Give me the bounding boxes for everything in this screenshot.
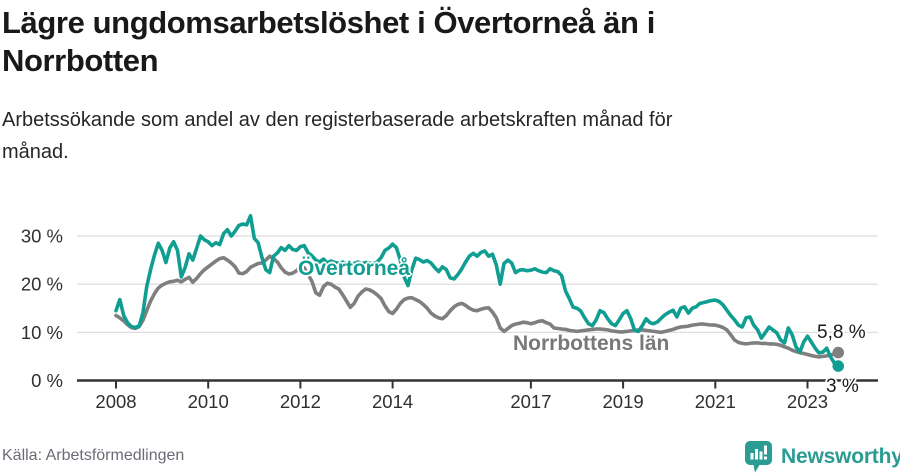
- y-tick-label: 20 %: [21, 274, 63, 295]
- bar-1: [750, 453, 754, 460]
- bar-2: [755, 449, 758, 460]
- x-tick-label: 2019: [603, 391, 644, 412]
- title-line-1: Lägre ungdomsarbetslöshet i Övertorneå ä…: [2, 5, 655, 40]
- end-value-label-overtornea: 3 %: [826, 376, 859, 397]
- y-tick-label: 0 %: [31, 370, 63, 391]
- series-end-dot--vertorne-: [832, 360, 845, 372]
- chart-subtitle: Arbetssökande som andel av den registerb…: [2, 104, 852, 168]
- end-value-label-norrbotten: 5,8 %: [817, 322, 866, 343]
- title-line-2: Norrbotten: [2, 43, 159, 78]
- x-tick-label: 2023: [787, 391, 828, 412]
- series-line--vertorne-: [114, 214, 841, 368]
- series-label-overtornea: Övertorneå: [298, 257, 411, 280]
- series-line-norrbottens-l-n: [114, 254, 841, 359]
- newsworthy-bubble-chart-icon: [745, 441, 772, 473]
- newsworthy-logo: Newsworthy: [744, 440, 900, 474]
- series-label-norrbottens-lan: Norrbottens län: [513, 332, 670, 355]
- x-tick-label: 2010: [188, 391, 229, 412]
- x-tick-label: 2017: [510, 391, 551, 412]
- bubble-pin-shape: [745, 441, 772, 473]
- y-tick-label: 10 %: [21, 322, 63, 343]
- source-attribution: Källa: Arbetsförmedlingen: [2, 447, 185, 464]
- series-end-dot-norrbottens-l-n: [832, 346, 845, 359]
- exclamation-bar: [764, 445, 767, 455]
- x-tick-label: 2008: [95, 391, 136, 412]
- x-tick-label: 2021: [695, 391, 736, 412]
- x-tick-label: 2012: [280, 391, 321, 412]
- x-tick-label: 2014: [372, 391, 413, 412]
- bar-3: [759, 451, 763, 460]
- subtitle-line-1: Arbetssökande som andel av den registerb…: [2, 109, 673, 131]
- subtitle-line-2: månad.: [2, 141, 69, 163]
- page-title: Lägre ungdomsarbetslöshet i Övertorneå ä…: [2, 4, 852, 80]
- exclamation-dot: [764, 456, 767, 460]
- y-tick-label: 30 %: [21, 225, 63, 246]
- brand-name: Newsworthy: [781, 445, 900, 468]
